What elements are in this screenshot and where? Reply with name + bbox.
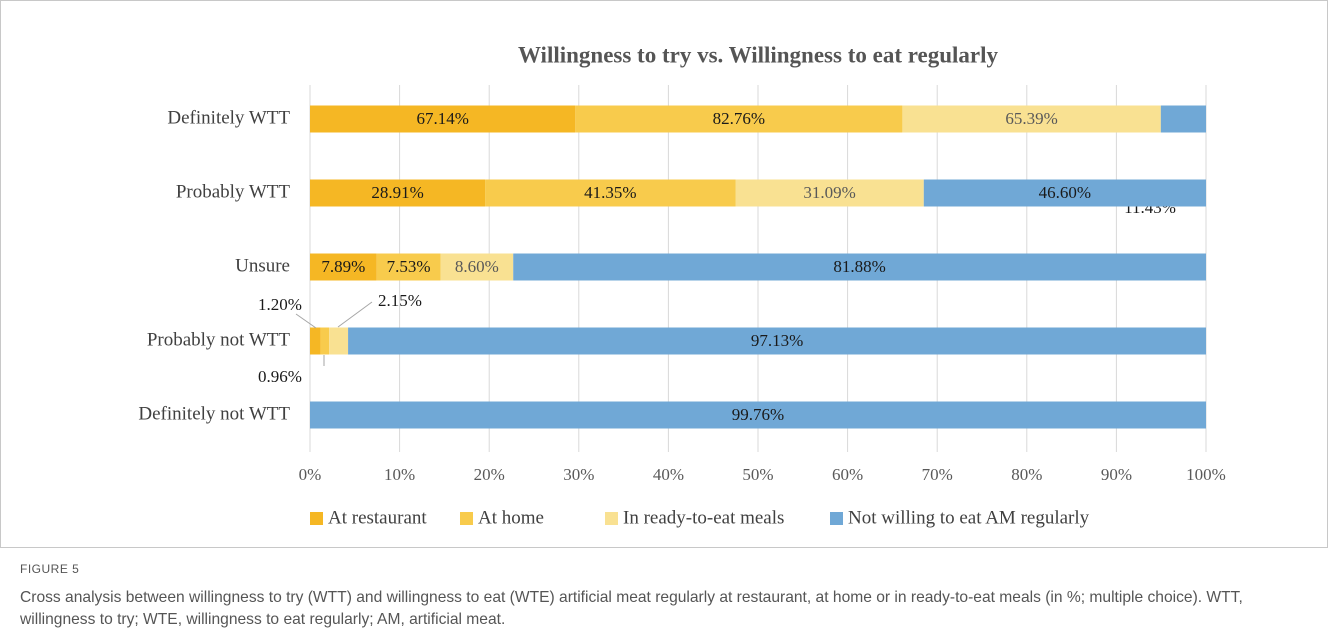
legend-swatch: [310, 512, 323, 525]
y-tick-label: Probably WTT: [176, 181, 291, 202]
figure-label: FIGURE 5: [20, 562, 80, 576]
data-label: 31.09%: [803, 183, 855, 202]
data-label: 7.89%: [321, 257, 365, 276]
legend-label: At restaurant: [328, 507, 427, 528]
data-label: 1.20%: [258, 295, 302, 314]
x-tick-label: 30%: [563, 465, 594, 484]
chart-title: Willingness to try vs. Willingness to ea…: [518, 42, 999, 67]
bar-segment: [320, 327, 330, 355]
x-tick-label: 70%: [922, 465, 953, 484]
legend-label: Not willing to eat AM regularly: [848, 507, 1090, 528]
bar-segment: [310, 105, 576, 133]
x-tick-label: 100%: [1186, 465, 1226, 484]
x-tick-label: 50%: [742, 465, 773, 484]
bar-segment: [923, 179, 1206, 207]
bar-segment: [735, 179, 924, 207]
y-tick-label: Definitely not WTT: [138, 403, 290, 424]
data-label: 67.14%: [416, 109, 468, 128]
legend-swatch: [830, 512, 843, 525]
x-tick-label: 10%: [384, 465, 415, 484]
bar-segment: [348, 327, 1206, 355]
bar-segment: [310, 401, 1206, 429]
bar-segment: [376, 253, 441, 281]
data-label: 8.60%: [455, 257, 499, 276]
legend-label: At home: [478, 507, 544, 528]
bar-segment: [485, 179, 736, 207]
bar-segment: [575, 105, 903, 133]
data-label: 28.91%: [371, 183, 423, 202]
data-label: 7.53%: [387, 257, 431, 276]
data-label: 0.96%: [258, 367, 302, 386]
bar-segment: [310, 179, 486, 207]
chart: Willingness to try vs. Willingness to ea…: [0, 0, 1328, 548]
y-tick-label: Definitely WTT: [167, 107, 290, 128]
data-label: 99.76%: [732, 405, 784, 424]
bar-segment: [1160, 105, 1206, 133]
data-label: 82.76%: [713, 109, 765, 128]
data-label: 65.39%: [1005, 109, 1057, 128]
data-label: 46.60%: [1039, 183, 1091, 202]
y-tick-label: Unsure: [235, 255, 290, 276]
bar-segment: [310, 327, 321, 355]
leader-line: [337, 301, 373, 328]
x-tick-label: 80%: [1011, 465, 1042, 484]
legend-swatch: [605, 512, 618, 525]
x-tick-label: 20%: [474, 465, 505, 484]
figure-caption: Cross analysis between willingness to tr…: [20, 589, 1243, 628]
leader-line: [295, 313, 317, 329]
bar-segment: [902, 105, 1161, 133]
bar-segment: [513, 253, 1206, 281]
x-tick-label: 0%: [299, 465, 322, 484]
bar-segment: [310, 253, 377, 281]
data-label: 41.35%: [584, 183, 636, 202]
x-tick-label: 60%: [832, 465, 863, 484]
bar-segment: [329, 327, 349, 355]
data-label: 2.15%: [378, 291, 422, 310]
x-tick-label: 40%: [653, 465, 684, 484]
data-label: 81.88%: [833, 257, 885, 276]
x-tick-label: 90%: [1101, 465, 1132, 484]
legend-label: In ready-to-eat meals: [623, 507, 784, 528]
bar-segment: [440, 253, 514, 281]
y-tick-label: Probably not WTT: [147, 329, 291, 350]
legend-swatch: [460, 512, 473, 525]
data-label: 97.13%: [751, 331, 803, 350]
